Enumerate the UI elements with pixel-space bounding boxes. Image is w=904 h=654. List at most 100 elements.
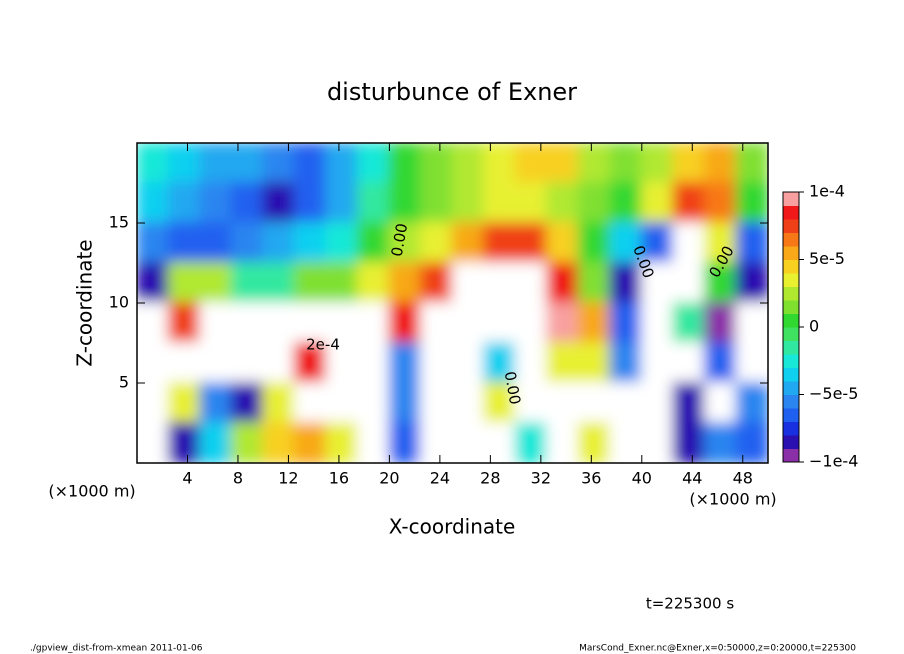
cell — [167, 422, 202, 463]
colorbar-tick-label: 0 — [809, 317, 819, 336]
cell — [167, 182, 202, 224]
cell — [262, 382, 296, 424]
cell — [419, 342, 454, 384]
cell — [514, 222, 549, 264]
cell — [388, 302, 422, 344]
cell — [735, 222, 768, 264]
cell — [262, 342, 296, 384]
cell — [577, 342, 612, 384]
cell — [703, 182, 738, 224]
cell — [483, 143, 517, 184]
cell — [356, 182, 391, 224]
cell — [325, 182, 359, 224]
x-tick-label: 12 — [278, 469, 298, 488]
cell — [483, 302, 517, 344]
cell — [199, 382, 233, 424]
cell — [735, 143, 768, 184]
cell — [640, 182, 675, 224]
cell — [546, 262, 580, 304]
cell — [514, 143, 549, 184]
cell — [483, 382, 517, 424]
cell — [703, 143, 738, 184]
cell — [293, 143, 328, 184]
cell — [419, 422, 454, 463]
cell — [137, 342, 170, 384]
cell — [388, 182, 422, 224]
x-tick-label: 44 — [682, 469, 702, 488]
cell — [609, 262, 643, 304]
colorbar-swatch — [783, 313, 799, 328]
cell — [672, 182, 706, 224]
cell — [293, 342, 328, 384]
cell — [262, 262, 296, 304]
cell — [483, 422, 517, 463]
cell — [640, 422, 675, 463]
colorbar-swatch — [783, 367, 799, 382]
colorbar-swatch — [783, 435, 799, 449]
cell — [672, 342, 706, 384]
cell — [199, 302, 233, 344]
cell — [546, 382, 580, 424]
x-tick-label: 24 — [430, 469, 450, 488]
cell — [609, 222, 643, 264]
colorbar-tick-label: −5e-5 — [809, 384, 858, 403]
cell — [137, 143, 170, 184]
x-tick-label: 40 — [632, 469, 652, 488]
x-unit-label: (×1000 m) — [689, 490, 776, 509]
cell — [640, 302, 675, 344]
cell — [325, 422, 359, 463]
cell — [293, 382, 328, 424]
cell — [483, 342, 517, 384]
cell — [262, 143, 296, 184]
cell — [230, 342, 265, 384]
cell — [703, 342, 738, 384]
cell — [199, 222, 233, 264]
cell — [167, 382, 202, 424]
colorbar-swatch — [783, 232, 799, 247]
x-tick-label: 48 — [733, 469, 753, 488]
cell — [167, 262, 202, 304]
cell — [672, 222, 706, 264]
cell — [199, 422, 233, 463]
cell — [609, 143, 643, 184]
cell — [672, 422, 706, 463]
cell — [293, 302, 328, 344]
chart-title: disturbunce of Exner — [327, 78, 577, 106]
cell — [514, 382, 549, 424]
colorbar-swatch — [783, 394, 799, 409]
cell — [419, 262, 454, 304]
cell — [325, 302, 359, 344]
cell — [230, 143, 265, 184]
cell — [230, 182, 265, 224]
cell — [419, 182, 454, 224]
time-label: t=225300 s — [646, 595, 734, 613]
cell — [451, 342, 486, 384]
cell — [293, 222, 328, 264]
x-tick-label: 16 — [329, 469, 349, 488]
colorbar-swatch — [783, 381, 799, 395]
cell — [262, 182, 296, 224]
cell — [672, 382, 706, 424]
cell — [577, 262, 612, 304]
cell — [451, 302, 486, 344]
cell — [388, 143, 422, 184]
cell — [640, 143, 675, 184]
cell — [735, 382, 768, 424]
cell — [672, 262, 706, 304]
colorbar-swatch — [783, 300, 799, 314]
cell — [167, 143, 202, 184]
cell — [356, 422, 391, 463]
y-tick-label: 10 — [109, 293, 129, 312]
cell — [388, 262, 422, 304]
colorbar-swatch — [783, 408, 799, 422]
cell — [514, 182, 549, 224]
cell — [199, 143, 233, 184]
cell — [735, 342, 768, 384]
cell — [293, 422, 328, 463]
x-tick-label: 20 — [379, 469, 399, 488]
cell — [609, 422, 643, 463]
footer-right: MarsCond_Exner.nc@Exner,x=0:50000,z=0:20… — [579, 644, 856, 654]
cell — [514, 262, 549, 304]
colorbar-tick-label: 1e-4 — [809, 182, 845, 201]
